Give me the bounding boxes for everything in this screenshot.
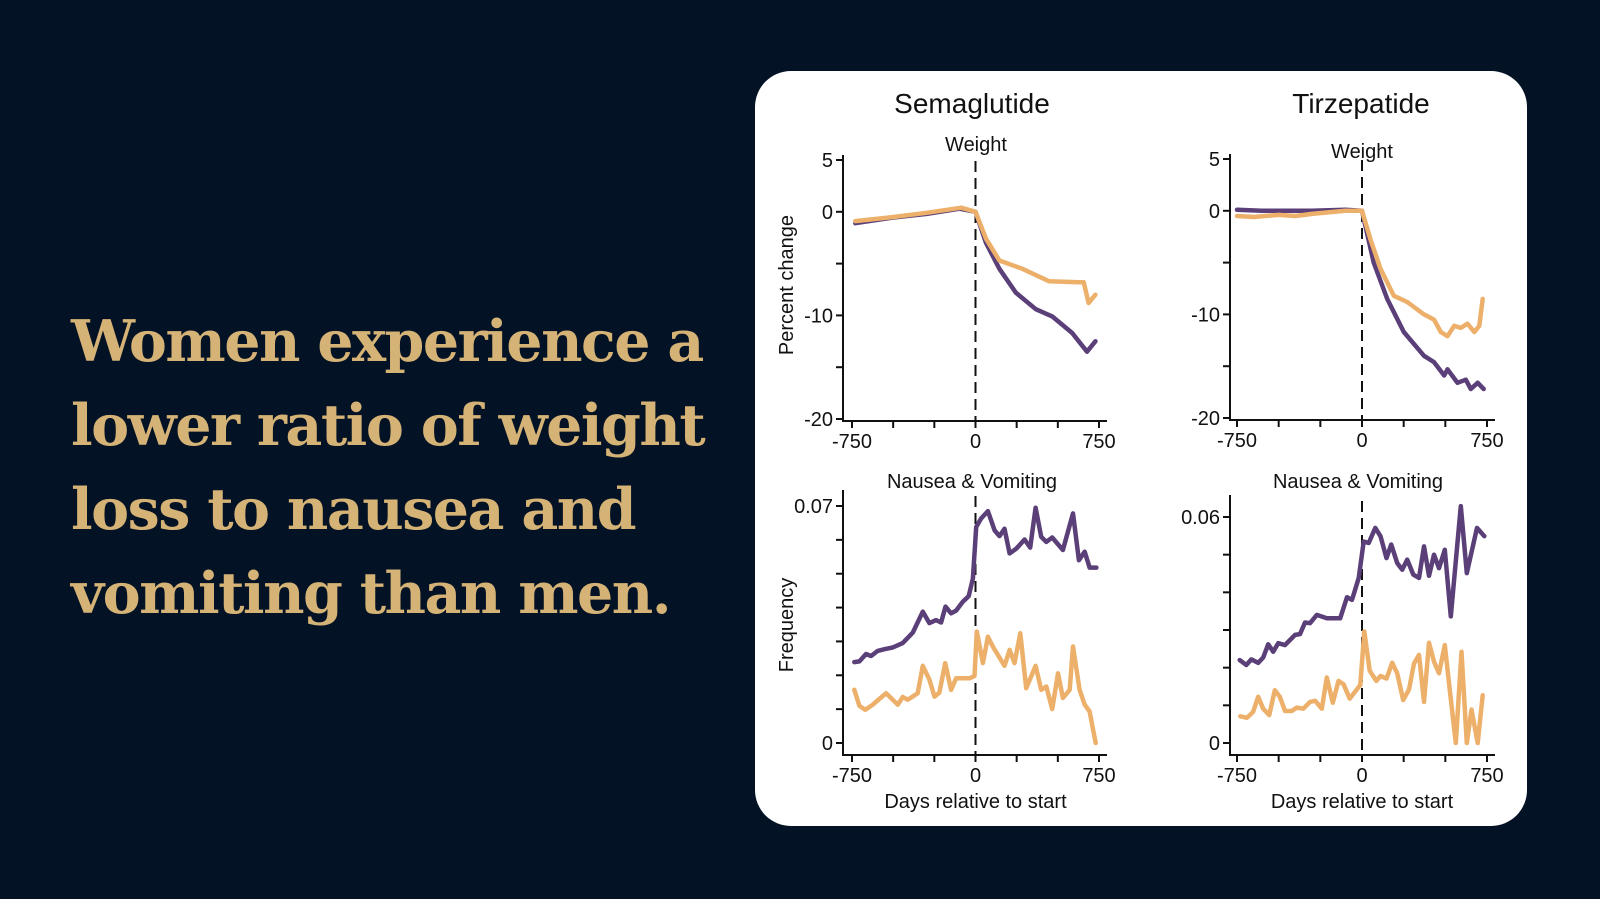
headline: Women experience a lower ratio of weight… <box>71 308 706 627</box>
panel-title: Nausea & Vomiting <box>1273 471 1443 493</box>
series-line-purple <box>852 505 1099 665</box>
drug-title-semaglutide: Semaglutide <box>894 88 1050 119</box>
series-line-orange <box>852 629 1098 746</box>
y-tick-label: 0 <box>1209 733 1220 755</box>
y-tick-label: 0.07 <box>794 496 833 518</box>
y-tick-label: 0.06 <box>1181 507 1220 529</box>
y-tick-label: 5 <box>1209 149 1220 171</box>
series-line-purple <box>1234 207 1486 392</box>
y-tick-label: -20 <box>804 409 833 431</box>
x-tick-label: -750 <box>1217 430 1257 452</box>
x-axis-label: Days relative to start <box>884 791 1067 813</box>
y-axis-label: Percent change <box>776 215 798 355</box>
drug-title-tirzepatide: Tirzepatide <box>1292 88 1429 119</box>
x-tick-label: -750 <box>832 431 872 453</box>
x-tick-label: -750 <box>1217 765 1257 787</box>
y-tick-label: -20 <box>1191 408 1220 430</box>
series-line-purple <box>1237 503 1487 668</box>
panel-title: Weight <box>1331 141 1393 163</box>
y-tick-label: 5 <box>822 150 833 172</box>
y-tick-label: -10 <box>804 305 833 327</box>
panel-title: Nausea & Vomiting <box>887 471 1057 493</box>
x-tick-label: 0 <box>970 431 981 453</box>
x-tick-label: 750 <box>1470 765 1503 787</box>
x-tick-label: 750 <box>1470 430 1503 452</box>
x-tick-label: 0 <box>1356 765 1367 787</box>
y-tick-label: 0 <box>822 733 833 755</box>
x-axis-label: Days relative to start <box>1271 791 1454 813</box>
series-line-orange <box>853 205 1098 306</box>
x-tick-label: -750 <box>832 765 872 787</box>
series-line-orange <box>1238 629 1485 746</box>
x-tick-label: 750 <box>1082 765 1115 787</box>
x-tick-label: 750 <box>1082 431 1115 453</box>
panel-title: Weight <box>945 134 1007 156</box>
y-axis-label: Frequency <box>776 578 798 673</box>
y-tick-label: 0 <box>822 202 833 224</box>
y-tick-label: -10 <box>1191 304 1220 326</box>
figure-card <box>755 71 1527 826</box>
series-line-orange <box>1234 208 1485 339</box>
x-tick-label: 0 <box>1356 430 1367 452</box>
x-tick-label: 0 <box>970 765 981 787</box>
y-tick-label: 0 <box>1209 201 1220 223</box>
